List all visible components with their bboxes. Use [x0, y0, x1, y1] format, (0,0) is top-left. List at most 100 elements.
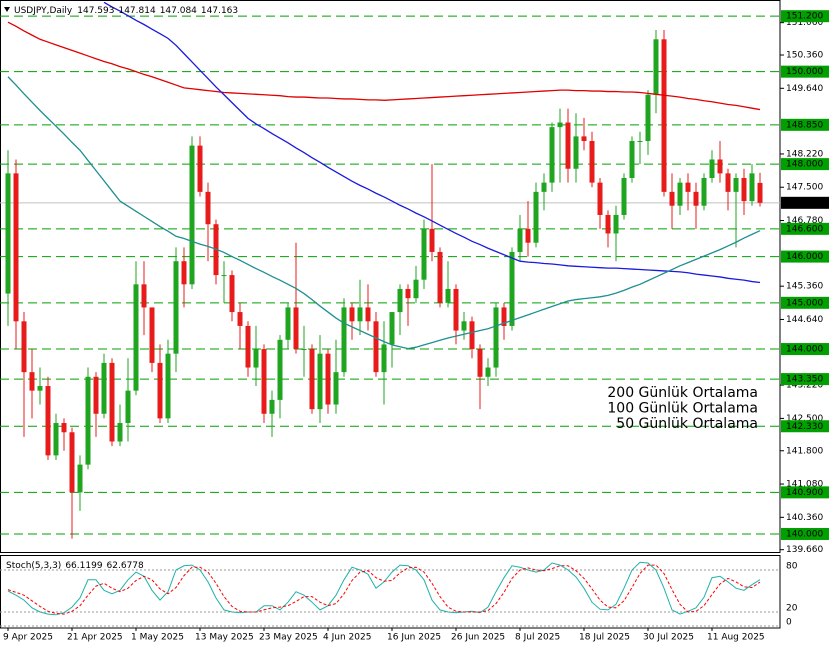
candle-body: [509, 251, 515, 326]
open-value: 147.593: [77, 6, 114, 16]
y-tick-label: 141.080: [786, 480, 823, 490]
moving-average: [7, 76, 761, 350]
candle-body: [701, 177, 707, 206]
candle-body: [749, 173, 755, 202]
candle-body: [29, 372, 35, 391]
y-tick-label: 140.360: [786, 513, 823, 523]
candle-body: [605, 214, 611, 234]
candle-body: [677, 182, 683, 206]
candle-body: [229, 275, 235, 313]
candle-body: [717, 159, 723, 174]
candle-body: [629, 141, 635, 178]
candle-body: [277, 339, 283, 400]
level-label: 143.350: [786, 375, 823, 385]
candle-body: [301, 349, 307, 351]
candle-body: [445, 288, 451, 303]
stoch-line: [7, 561, 761, 616]
level-label-box: [781, 420, 829, 433]
y-tick-label: 142.500: [786, 414, 823, 424]
candle-body: [589, 141, 595, 183]
x-tick-label: 9 Apr 2025: [3, 633, 53, 643]
x-tick-label: 23 May 2025: [259, 633, 318, 643]
candle-body: [661, 39, 667, 192]
candle-body: [165, 353, 171, 419]
candle-body: [757, 182, 763, 203]
candle-body: [557, 122, 563, 128]
candle-body: [237, 312, 243, 326]
level-label: 148.000: [786, 160, 823, 170]
candle-body: [61, 423, 67, 433]
stoch-d-value: 62.6778: [107, 561, 144, 571]
level-label-box: [781, 486, 829, 499]
y-tick-label: 149.640: [786, 84, 823, 94]
candle-body: [501, 307, 507, 326]
last-price-label: 147.163: [786, 198, 823, 208]
candle-body: [469, 321, 475, 350]
legend-label: 100 Günlük Ortalama: [607, 401, 758, 417]
stoch-title: Stoch(5,3,3): [6, 561, 61, 571]
candle-body: [205, 191, 211, 225]
level-label: 140.900: [786, 488, 823, 498]
y-tick-label: 80: [786, 562, 798, 572]
candle-body: [21, 321, 27, 373]
candle-body: [189, 145, 195, 285]
candle-body: [373, 321, 379, 373]
candle-body: [397, 288, 403, 313]
x-tick-label: 18 Jul 2025: [579, 633, 630, 643]
candle-body: [133, 284, 139, 391]
level-label: 146.600: [786, 224, 823, 234]
y-tick-label: 146.780: [786, 216, 823, 226]
candle-body: [597, 182, 603, 215]
level-label: 151.200: [786, 12, 823, 22]
candle-body: [709, 159, 715, 178]
candle-body: [325, 353, 331, 405]
candle-body: [333, 372, 339, 405]
y-tick-label: 148.220: [786, 149, 823, 159]
level-label-box: [781, 250, 829, 263]
stoch-k-value: 66.1199: [65, 561, 102, 571]
level-label: 142.330: [786, 422, 823, 432]
candle-body: [181, 261, 187, 285]
candle-body: [285, 307, 291, 340]
level-label: 148.850: [786, 120, 823, 130]
level-label: 145.000: [786, 298, 823, 308]
y-tick-label: 151.060: [786, 18, 823, 28]
candle-body: [37, 386, 43, 391]
candle-body: [621, 177, 627, 215]
moving-average: [103, 1, 761, 284]
menu-icon[interactable]: [4, 7, 10, 12]
level-label-box: [781, 373, 829, 386]
candle-body: [293, 307, 299, 350]
low-value: 147.084: [160, 6, 197, 16]
candle-body: [493, 307, 499, 368]
candle-body: [309, 349, 315, 410]
main-frame: [0, 0, 781, 553]
candle-body: [157, 362, 163, 419]
y-tick-label: 150.360: [786, 51, 823, 61]
stoch-header: Stoch(5,3,3) 66.1199 62.6778: [6, 561, 144, 571]
candle-body: [685, 182, 691, 192]
y-tick-label: 143.220: [786, 381, 823, 391]
level-label-box: [781, 527, 829, 540]
x-tick-label: 4 Jun 2025: [323, 633, 371, 643]
candle-body: [437, 251, 443, 303]
candle-body: [517, 228, 523, 252]
candle-body: [693, 191, 699, 206]
candle-body: [549, 127, 555, 183]
level-label: 140.000: [786, 529, 823, 539]
stoch-frame: [0, 555, 781, 629]
candle-body: [5, 173, 11, 294]
candle-body: [85, 376, 91, 465]
level-label-box: [781, 222, 829, 235]
candle-body: [45, 386, 51, 456]
level-label-box: [781, 65, 829, 78]
candle-body: [349, 307, 355, 322]
candle-body: [221, 275, 227, 277]
y-tick-label: 145.360: [786, 282, 823, 292]
candle-body: [101, 362, 107, 414]
candle-body: [429, 228, 435, 252]
level-label-box: [781, 10, 829, 23]
candle-body: [725, 173, 731, 192]
candle-body: [253, 349, 259, 368]
candle-body: [525, 228, 531, 243]
